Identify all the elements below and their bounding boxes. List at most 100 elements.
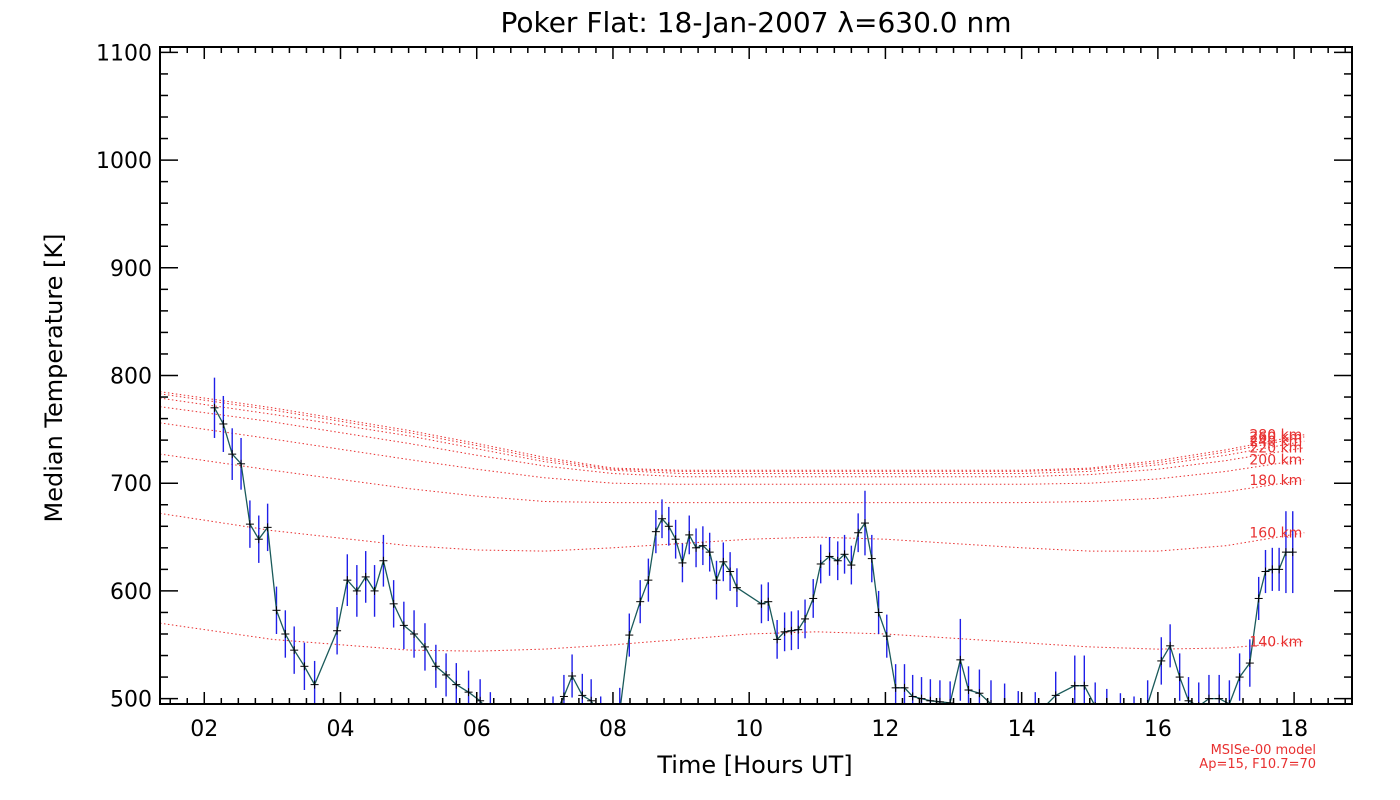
data-point [333, 626, 342, 635]
data-point [908, 692, 917, 701]
data-point [1157, 656, 1166, 665]
data-point [1070, 681, 1079, 690]
data-point [1288, 548, 1297, 557]
plot-frame [159, 46, 1353, 705]
model-note-line-1: MSISe-00 model [1211, 743, 1316, 758]
model-label-200-km: 200 km [1249, 453, 1302, 469]
data-point [361, 572, 370, 581]
data-point [290, 646, 299, 655]
x-tick-label: 08 [599, 717, 627, 742]
y-axis-label: Median Temperature [K] [40, 233, 68, 522]
data-point [281, 629, 290, 638]
data-point [1215, 694, 1224, 703]
data-point [1225, 700, 1234, 704]
data-point [300, 662, 309, 671]
model-label-240-km: 240 km [1249, 434, 1302, 450]
data-point [816, 559, 825, 568]
data-point [787, 626, 796, 635]
data-point [219, 419, 228, 428]
data-point [840, 550, 849, 559]
data-point [1080, 681, 1089, 690]
data-point [882, 632, 891, 641]
data-point [1261, 567, 1270, 576]
data-point [442, 670, 451, 679]
data-point [900, 683, 909, 692]
data-point [860, 519, 869, 528]
data-point [1254, 594, 1263, 603]
data-point [237, 459, 246, 468]
data-point [389, 599, 398, 608]
data-point [833, 556, 842, 565]
data-point [964, 685, 973, 694]
data-point [874, 608, 883, 617]
model-label-160-km: 160 km [1249, 526, 1302, 542]
y-tick-label: 1100 [96, 41, 152, 66]
x-tick-label: 04 [327, 717, 355, 742]
model-label-140-km: 140 km [1249, 635, 1302, 651]
data-point [210, 403, 219, 412]
data-point [636, 597, 645, 606]
data-point [1268, 565, 1277, 574]
data-point [559, 692, 568, 701]
data-point [343, 576, 352, 585]
plot-axes: 02 04 06 08 10 12 14 16 18 500 600 700 800 900 1000 110… [96, 41, 1353, 742]
data-point [644, 576, 653, 585]
data-point [245, 520, 254, 529]
data-point [854, 528, 863, 537]
model-label-280-km: 280 km [1249, 428, 1302, 444]
data-point [1245, 659, 1254, 668]
data-point [780, 627, 789, 636]
model-label-220-km: 220 km [1249, 441, 1302, 457]
model-curve-220-km [160, 406, 1305, 478]
data-point [705, 548, 714, 557]
model-curve-260-km [160, 393, 1305, 472]
x-tick-label: 16 [1144, 717, 1172, 742]
data-point [847, 561, 856, 570]
y-tick-label: 500 [110, 688, 152, 713]
data-point [1116, 713, 1124, 721]
data-point [917, 694, 926, 703]
data-point [712, 576, 721, 585]
data-point [352, 586, 361, 595]
data-point [379, 556, 388, 565]
data-point [272, 606, 281, 615]
y-tick-label: 600 [110, 580, 152, 605]
data-point [801, 614, 810, 623]
data-point [678, 558, 687, 567]
data-point [658, 514, 667, 523]
x-tick-label: 02 [190, 717, 218, 742]
model-note-line-2: Ap=15, F10.7=70 [1199, 757, 1316, 772]
chart-title: Poker Flat: 18-Jan-2007 λ=630.0 nm [500, 6, 1011, 39]
model-curve-200-km [160, 422, 1305, 485]
data-point [1175, 673, 1184, 682]
data-point [1143, 700, 1152, 704]
data-point [625, 631, 634, 640]
data-point [956, 655, 965, 664]
x-tick-label: 12 [871, 717, 899, 742]
data-point [794, 625, 803, 634]
model-curves [160, 391, 1305, 652]
data-point [616, 708, 624, 716]
data-point [764, 597, 773, 606]
data-point [671, 535, 680, 544]
data-point [719, 557, 728, 566]
data-point [809, 594, 818, 603]
data-point [420, 642, 429, 651]
data-point [1166, 641, 1175, 650]
y-tick-label: 900 [110, 257, 152, 282]
data-point [732, 583, 741, 592]
data-point [310, 680, 319, 689]
model-label-180-km: 180 km [1249, 473, 1302, 489]
x-tick-label: 14 [1008, 717, 1036, 742]
x-axis-label: Time [Hours UT] [656, 751, 852, 779]
data-point [975, 689, 984, 698]
data-point [773, 635, 782, 644]
x-tick-label: 06 [463, 717, 491, 742]
data-point [568, 671, 577, 680]
data-point [1275, 565, 1284, 574]
y-tick-label: 800 [110, 365, 152, 390]
data-point [410, 629, 419, 638]
data-point [651, 527, 660, 536]
data-point [867, 554, 876, 563]
data-point [726, 567, 735, 576]
